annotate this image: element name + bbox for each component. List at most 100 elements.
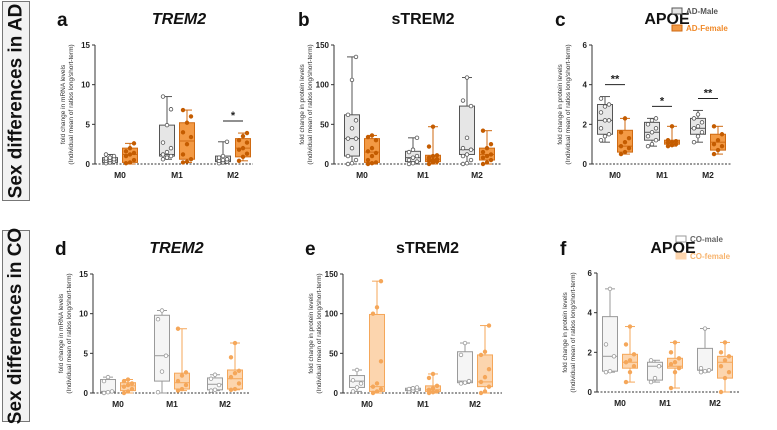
data-point bbox=[179, 373, 185, 378]
data-point bbox=[711, 151, 717, 157]
data-point bbox=[374, 389, 380, 394]
data-point bbox=[611, 354, 617, 359]
data-point bbox=[631, 364, 637, 369]
data-point bbox=[598, 110, 604, 115]
data-point bbox=[649, 118, 655, 123]
data-point bbox=[129, 381, 135, 386]
box-female-M0 bbox=[622, 324, 638, 385]
data-point bbox=[168, 153, 174, 159]
y-axis-label: fold change in protein levels(Individual… bbox=[557, 44, 572, 164]
data-point bbox=[163, 353, 169, 358]
data-point bbox=[180, 130, 186, 135]
box-female-M2 bbox=[235, 130, 251, 164]
box-female-M0 bbox=[122, 141, 138, 166]
data-point bbox=[691, 126, 697, 131]
data-point bbox=[434, 383, 440, 389]
data-point bbox=[349, 145, 355, 151]
data-point bbox=[430, 386, 436, 391]
data-point bbox=[672, 360, 678, 365]
data-point bbox=[188, 134, 194, 140]
box-female-M0 bbox=[364, 133, 380, 167]
data-point bbox=[350, 389, 356, 394]
x-tick-label: M2 bbox=[227, 170, 239, 180]
data-point bbox=[691, 139, 697, 145]
data-point bbox=[486, 367, 492, 372]
data-point bbox=[131, 141, 137, 146]
legend-swatch bbox=[675, 252, 687, 260]
data-point bbox=[107, 155, 113, 160]
x-tick-label: M2 bbox=[471, 170, 483, 180]
significance-label: * bbox=[660, 95, 665, 107]
data-point bbox=[240, 154, 246, 160]
data-point bbox=[236, 368, 242, 373]
data-point bbox=[164, 155, 170, 160]
data-point bbox=[378, 278, 384, 284]
data-point bbox=[414, 159, 420, 164]
y-tick-label: 0 bbox=[325, 160, 330, 169]
data-point bbox=[121, 384, 127, 389]
data-point bbox=[672, 340, 678, 345]
data-point bbox=[406, 157, 412, 163]
significance-label: * bbox=[231, 110, 236, 122]
data-point bbox=[649, 141, 655, 147]
legend-co: CO-male CO-female bbox=[675, 235, 731, 261]
data-point bbox=[606, 118, 612, 123]
data-point bbox=[426, 387, 432, 393]
data-point bbox=[434, 153, 440, 158]
data-point bbox=[676, 366, 682, 371]
data-point bbox=[464, 152, 470, 157]
data-point bbox=[603, 342, 609, 347]
data-point bbox=[103, 152, 109, 157]
data-point bbox=[131, 150, 137, 156]
data-point bbox=[228, 374, 234, 380]
data-point bbox=[484, 160, 490, 165]
box-male-M0 bbox=[602, 286, 618, 375]
box-male-M2 bbox=[459, 75, 475, 167]
data-point bbox=[123, 161, 129, 166]
y-axis-label-line: fold change in protein levels bbox=[308, 292, 315, 373]
data-point bbox=[626, 145, 632, 151]
data-point bbox=[623, 342, 629, 347]
data-point bbox=[486, 323, 492, 328]
data-point bbox=[486, 384, 492, 389]
x-tick-label: M2 bbox=[702, 170, 714, 180]
data-point bbox=[649, 130, 655, 135]
data-point bbox=[702, 326, 708, 331]
data-point bbox=[131, 157, 137, 163]
data-point bbox=[188, 157, 194, 162]
box-iqr bbox=[477, 354, 493, 388]
box-female-M0 bbox=[617, 116, 633, 157]
panel-e: e sTREM2 fold change in protein levels(Ind… bbox=[305, 239, 502, 409]
data-point bbox=[212, 372, 218, 377]
data-point bbox=[155, 317, 161, 322]
y-axis-label-line: (Individual mean of ratios long/short-te… bbox=[316, 273, 323, 393]
data-point bbox=[125, 382, 131, 388]
data-point bbox=[653, 116, 659, 121]
data-point bbox=[224, 139, 230, 144]
data-point bbox=[232, 340, 238, 346]
panel-a: a TREM2 fold change in mRNA levels(Individ… bbox=[57, 10, 253, 180]
data-point bbox=[224, 157, 230, 162]
data-point bbox=[216, 382, 222, 388]
data-point bbox=[232, 386, 238, 392]
data-point bbox=[462, 380, 468, 385]
data-point bbox=[378, 359, 384, 364]
data-point bbox=[180, 152, 186, 157]
data-point bbox=[127, 160, 133, 165]
y-tick-label: 10 bbox=[79, 310, 88, 319]
data-point bbox=[430, 157, 436, 163]
data-point bbox=[109, 389, 115, 394]
data-point bbox=[482, 349, 488, 354]
data-point bbox=[125, 377, 131, 382]
data-point bbox=[622, 116, 628, 121]
box-male-M2 bbox=[690, 109, 706, 145]
panel-letter: b bbox=[298, 10, 310, 31]
data-point bbox=[349, 161, 355, 166]
x-tick-label: M0 bbox=[361, 399, 373, 409]
data-point bbox=[101, 378, 107, 384]
data-point bbox=[698, 366, 704, 371]
data-point bbox=[168, 107, 174, 112]
y-tick-label: 6 bbox=[588, 269, 593, 278]
y-axis-label-line: (Individual mean of ratios long/short-te… bbox=[565, 44, 572, 164]
data-point bbox=[669, 139, 675, 145]
